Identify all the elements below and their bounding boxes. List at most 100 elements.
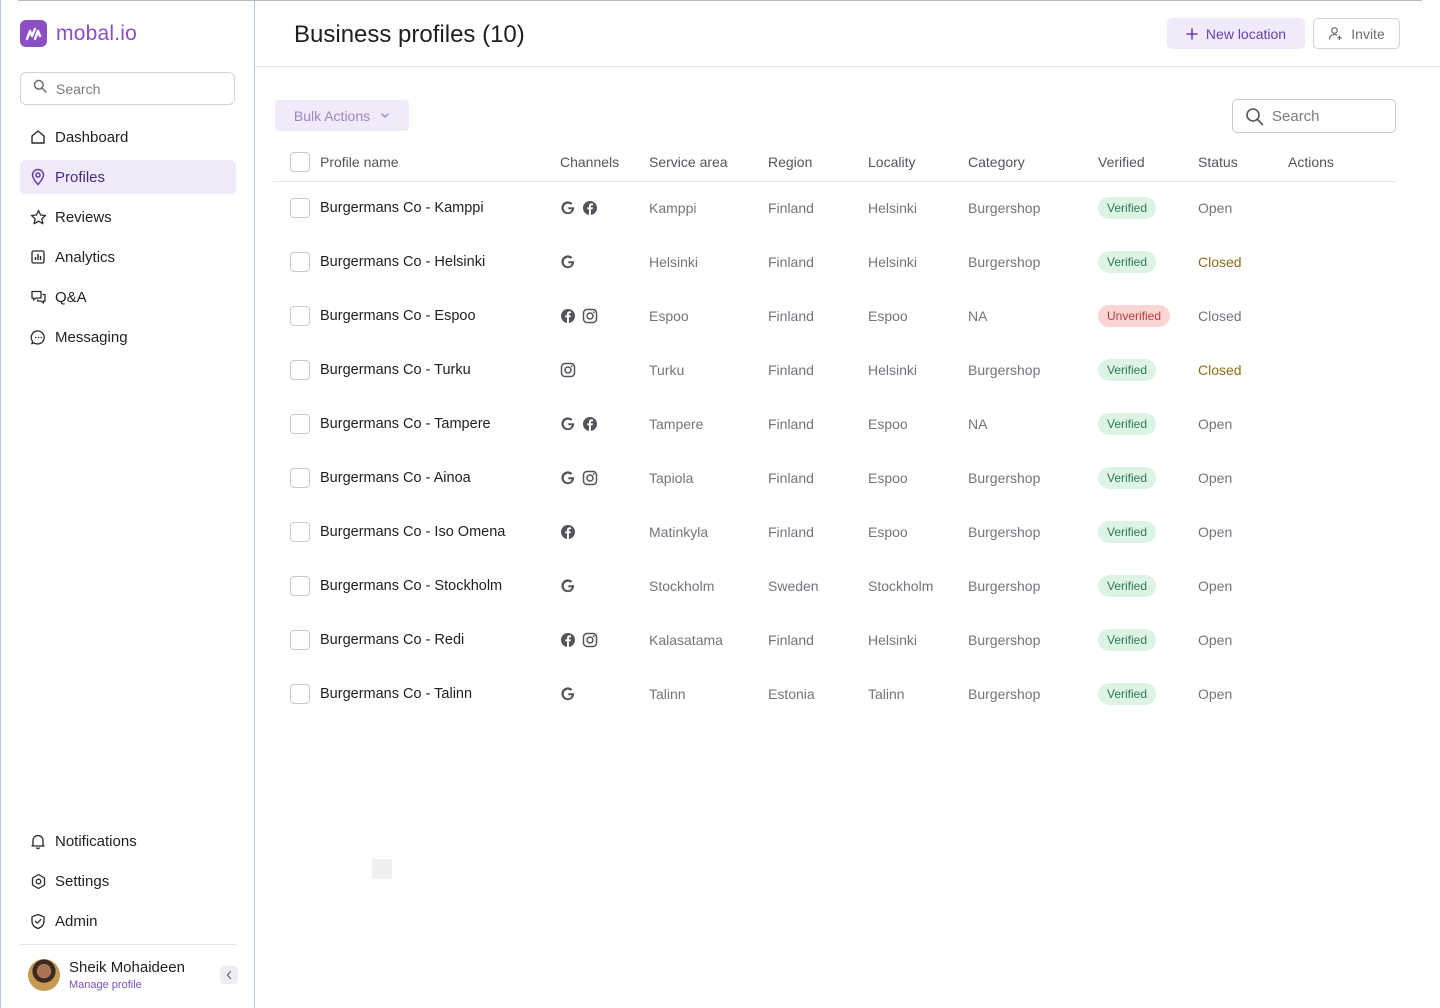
sidebar-item-qa[interactable]: Q&A	[20, 280, 236, 314]
channels-cell	[560, 613, 649, 667]
profile-name[interactable]: Burgermans Co - Kamppi	[320, 200, 484, 217]
table-row[interactable]: Burgermans Co - Kamppi Kamppi Finland Helsi…	[273, 181, 1396, 235]
sidebar-search[interactable]	[20, 72, 235, 105]
actions-cell[interactable]	[1288, 235, 1396, 289]
table-row[interactable]: Burgermans Co - Tampere Tampere Finland Esp…	[273, 397, 1396, 451]
row-checkbox[interactable]	[290, 252, 310, 272]
user-profile[interactable]: Sheik Mohaideen Manage profile	[28, 958, 238, 992]
sidebar-search-input[interactable]	[56, 80, 226, 97]
logo-text: mobal.io	[56, 21, 137, 45]
instagram-icon	[582, 632, 598, 648]
channels-cell	[560, 397, 649, 451]
sidebar-item-settings[interactable]: Settings	[20, 864, 236, 898]
region-cell: Finland	[768, 200, 814, 217]
column-header[interactable]: Category	[968, 144, 1098, 182]
column-header[interactable]: Channels	[560, 144, 649, 182]
row-checkbox[interactable]	[290, 360, 310, 380]
table-row[interactable]: Burgermans Co - Turku Turku Finland Helsink…	[273, 343, 1396, 397]
row-checkbox[interactable]	[290, 684, 310, 704]
sidebar-item-dashboard[interactable]: Dashboard	[20, 120, 236, 154]
column-header[interactable]: Status	[1198, 144, 1288, 182]
table-row[interactable]: Burgermans Co - Stockholm Stockholm Sweden…	[273, 559, 1396, 613]
column-header[interactable]: Verified	[1098, 144, 1198, 182]
facebook-icon	[583, 201, 597, 216]
collapse-sidebar-button[interactable]	[220, 966, 238, 984]
actions-cell[interactable]	[1288, 613, 1396, 667]
actions-cell[interactable]	[1288, 451, 1396, 505]
invite-label: Invite	[1351, 25, 1385, 42]
message-icon	[29, 328, 47, 346]
actions-cell[interactable]	[1288, 559, 1396, 613]
map-pin-icon	[29, 168, 47, 186]
actions-cell[interactable]	[1288, 397, 1396, 451]
column-header[interactable]: Actions	[1288, 144, 1396, 182]
profile-name[interactable]: Burgermans Co - Espoo	[320, 308, 476, 324]
row-checkbox[interactable]	[290, 576, 310, 596]
profile-name[interactable]: Burgermans Co - Stockholm	[320, 578, 503, 594]
column-header[interactable]: Profile name	[320, 144, 560, 182]
sidebar-item-messaging[interactable]: Messaging	[20, 320, 236, 354]
actions-cell[interactable]	[1288, 181, 1396, 235]
row-checkbox[interactable]	[290, 522, 310, 542]
column-header[interactable]: Region	[768, 144, 868, 182]
region-cell: Estonia	[768, 686, 815, 702]
column-header[interactable]: Service area	[649, 144, 768, 182]
category-cell: NA	[968, 416, 988, 432]
select-all-checkbox[interactable]	[290, 152, 310, 173]
table-row[interactable]: Burgermans Co - Espoo Espoo Finland Espoo NA…	[273, 289, 1396, 343]
sidebar-item-admin[interactable]: Admin	[20, 904, 236, 938]
facebook-icon	[561, 525, 575, 539]
region-cell: Finland	[768, 308, 814, 324]
actions-cell[interactable]	[1288, 505, 1396, 559]
manage-profile-link[interactable]: Manage profile	[69, 979, 142, 991]
table-search-input[interactable]	[1272, 107, 1387, 125]
profile-name[interactable]: Burgermans Co - Ainoa	[320, 470, 471, 486]
row-checkbox[interactable]	[290, 198, 310, 219]
row-checkbox[interactable]	[290, 468, 310, 488]
sidebar-item-profiles[interactable]: Profiles	[20, 160, 236, 194]
profile-name[interactable]: Burgermans Co - Turku	[320, 362, 471, 378]
table-row[interactable]: Burgermans Co - Ainoa Tapiola Finland Espoo…	[273, 451, 1396, 505]
sidebar-item-notifications[interactable]: Notifications	[20, 824, 236, 858]
new-location-button[interactable]: New location	[1167, 18, 1305, 49]
status-cell: Open	[1198, 578, 1233, 594]
invite-button[interactable]: Invite	[1313, 18, 1400, 49]
table-row[interactable]: Burgermans Co - Talinn Talinn Estonia Talin…	[273, 667, 1396, 721]
profile-name[interactable]: Burgermans Co - Tampere	[320, 416, 491, 432]
column-header[interactable]: Locality	[868, 144, 968, 182]
channels-cell	[560, 343, 649, 397]
logo[interactable]: mobal.io	[20, 20, 137, 47]
row-checkbox[interactable]	[290, 306, 310, 326]
profile-name[interactable]: Burgermans Co - Helsinki	[320, 254, 486, 270]
service-area-cell: Matinkyla	[649, 524, 709, 540]
status-badge: Verified	[1098, 413, 1157, 435]
google-icon	[561, 255, 575, 269]
actions-cell[interactable]	[1288, 343, 1396, 397]
sidebar-item-analytics[interactable]: Analytics	[20, 240, 236, 274]
profile-name[interactable]: Burgermans Co - Redi	[320, 632, 465, 648]
sidebar-item-label: Messaging	[55, 328, 128, 346]
status-cell: Closed	[1198, 254, 1242, 270]
placeholder-square	[372, 859, 392, 879]
new-location-label: New location	[1205, 25, 1287, 42]
actions-cell[interactable]	[1288, 289, 1396, 343]
locality-cell: Espoo	[868, 524, 908, 540]
table-search[interactable]	[1232, 99, 1396, 133]
profile-name[interactable]: Burgermans Co - Iso Omena	[320, 524, 506, 540]
verified-cell: Verified	[1098, 181, 1198, 235]
table-row[interactable]: Burgermans Co - Helsinki Helsinki Finland H…	[273, 235, 1396, 289]
profile-name[interactable]: Burgermans Co - Talinn	[320, 686, 473, 702]
row-checkbox[interactable]	[290, 630, 310, 650]
actions-cell[interactable]	[1288, 667, 1396, 721]
table-row[interactable]: Burgermans Co - Redi Kalasatama Finland Hel…	[273, 613, 1396, 667]
sidebar-item-reviews[interactable]: Reviews	[20, 200, 236, 234]
bulk-actions-dropdown[interactable]: Bulk Actions	[275, 100, 409, 131]
user-name: Sheik Mohaideen	[69, 959, 185, 976]
locality-cell: Helsinki	[868, 254, 918, 270]
bottom-nav: Notifications Settings Admin	[20, 824, 236, 944]
table-row[interactable]: Burgermans Co - Iso Omena Matinkyla Finlan…	[273, 505, 1396, 559]
locality-cell: Talinn	[868, 686, 905, 702]
row-checkbox[interactable]	[290, 414, 310, 434]
facebook-icon	[561, 309, 575, 323]
avatar[interactable]	[28, 959, 60, 991]
